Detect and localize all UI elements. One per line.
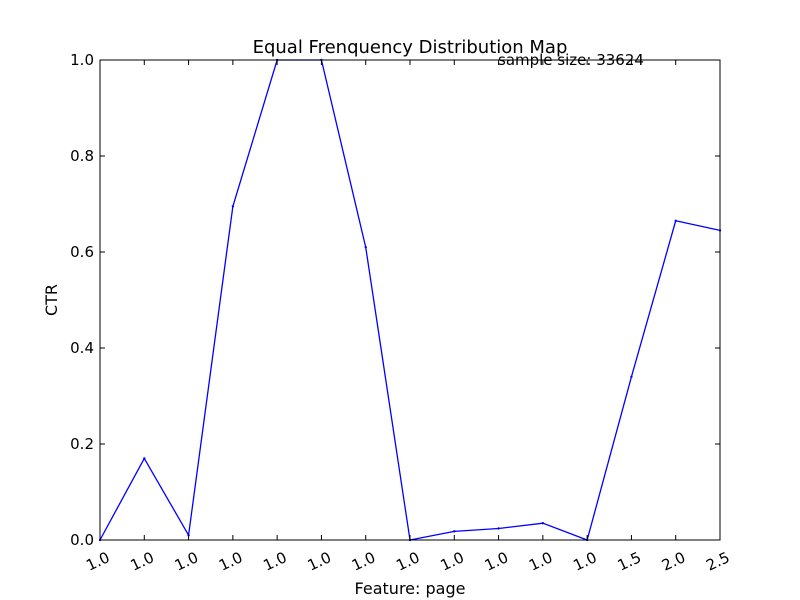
chart-title: Equal Frenquency Distribution Map <box>253 37 568 58</box>
y-tick-label: 1.0 <box>70 51 94 69</box>
y-tick-label: 0.4 <box>70 339 94 357</box>
data-point-0-13 <box>674 219 677 222</box>
data-point-0-1 <box>143 457 146 460</box>
data-point-0-12 <box>630 375 633 378</box>
y-tick-label: 0.8 <box>70 147 94 165</box>
data-point-0-9 <box>497 527 500 530</box>
data-point-0-10 <box>541 522 545 525</box>
y-tick-label: 0.0 <box>70 531 94 549</box>
y-tick-label: 0.2 <box>70 435 94 453</box>
data-point-0-6 <box>364 246 367 249</box>
x-axis-label: Feature: page <box>355 579 466 598</box>
sample-size-annotation: sample size: 33624 <box>498 51 644 69</box>
data-point-0-3 <box>231 205 235 208</box>
data-point-0-8 <box>453 530 456 533</box>
y-axis-label: CTR <box>42 284 61 316</box>
y-axis-ticks: 0.0 0.2 0.4 0.6 0.8 1.0 <box>70 51 720 549</box>
y-tick-label: 0.6 <box>70 243 94 261</box>
